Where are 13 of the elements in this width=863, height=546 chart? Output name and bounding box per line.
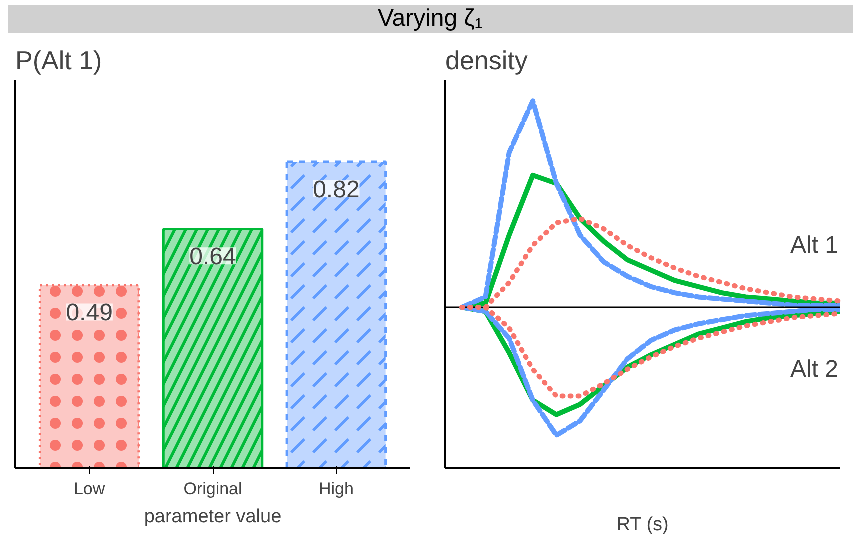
data-label: 0.82: [313, 176, 360, 204]
data-label: 0.49: [66, 300, 113, 327]
x-tick-label: High: [318, 480, 354, 498]
x-tick-label: Original: [184, 480, 242, 498]
annotation: Alt 2: [790, 356, 839, 383]
x-axis-title: RT (s): [616, 514, 669, 536]
data-label: 0.64: [190, 244, 236, 271]
annotation: Alt 1: [790, 232, 839, 260]
x-axis-title: parameter value: [144, 506, 282, 528]
y-axis-title: density: [446, 46, 528, 76]
chart-title: Varying ζ₁: [378, 5, 483, 33]
x-tick-label: Low: [74, 480, 106, 498]
y-axis-title: P(Alt 1): [16, 46, 102, 76]
